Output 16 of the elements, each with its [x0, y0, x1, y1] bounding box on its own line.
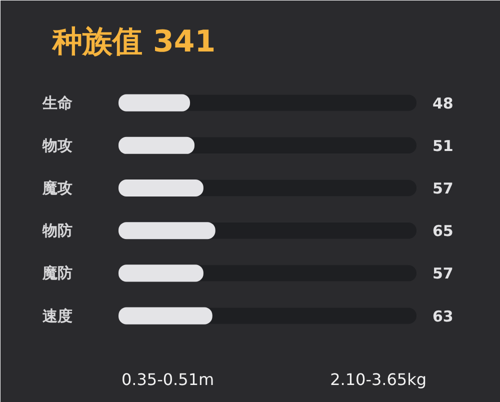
text: 0.35-0.51m	[121, 370, 214, 390]
data-label: 57	[432, 180, 454, 198]
bar	[118, 94, 190, 112]
y-tick-label: 生命	[42, 94, 74, 112]
text: 2.10-3.65kg	[330, 370, 427, 390]
y-tick-label: 物攻	[42, 136, 72, 154]
data-label: 65	[432, 222, 454, 240]
data-label: 51	[432, 136, 454, 155]
y-tick-label: 魔防	[42, 264, 72, 282]
data-label: 57	[432, 264, 454, 283]
data-label: 48	[432, 94, 454, 112]
chart-title: 种族值 341	[52, 24, 216, 60]
y-tick-label: 速度	[42, 306, 72, 325]
data-label: 63	[432, 307, 454, 326]
y-tick-label: 物防	[42, 222, 72, 240]
y-tick-label: 魔攻	[42, 179, 72, 197]
